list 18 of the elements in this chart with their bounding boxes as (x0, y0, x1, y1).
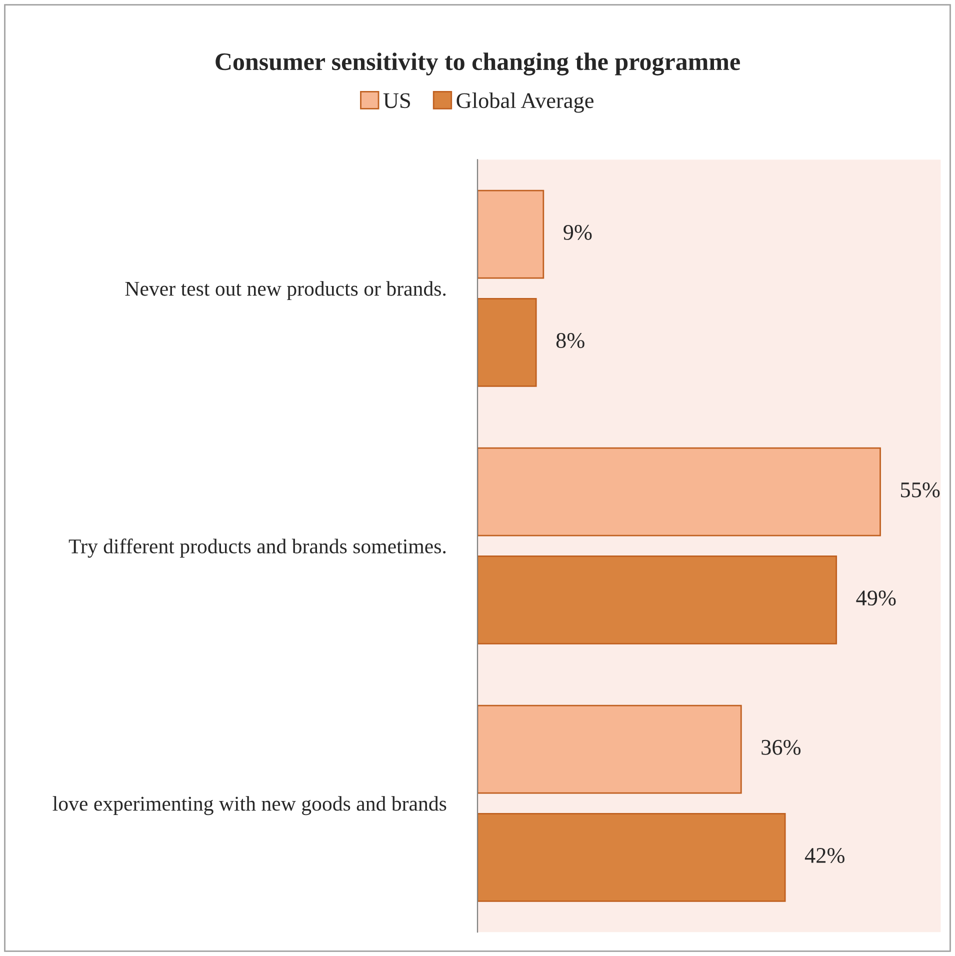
chart-title: Consumer sensitivity to changing the programme (216, 52, 740, 76)
data-label: 36% (762, 740, 801, 755)
bar (478, 447, 881, 536)
data-label: 55% (900, 482, 940, 498)
legend-label: Global Average (456, 92, 594, 113)
y-tick-label: Try different products and brands sometimes. (68, 538, 446, 558)
y-tick-label: love experimenting with new goods and brands (52, 796, 446, 816)
legend-label: US (383, 93, 410, 108)
bar (478, 704, 742, 794)
bar (478, 812, 786, 902)
data-label: 9% (564, 224, 592, 240)
bar (478, 298, 537, 387)
data-label: 42% (804, 848, 844, 864)
bar (478, 555, 838, 644)
data-label: 8% (556, 333, 584, 348)
data-label: 49% (856, 590, 896, 606)
y-tick-label: Never test out new products or brands. (125, 281, 446, 300)
bar (478, 190, 544, 279)
